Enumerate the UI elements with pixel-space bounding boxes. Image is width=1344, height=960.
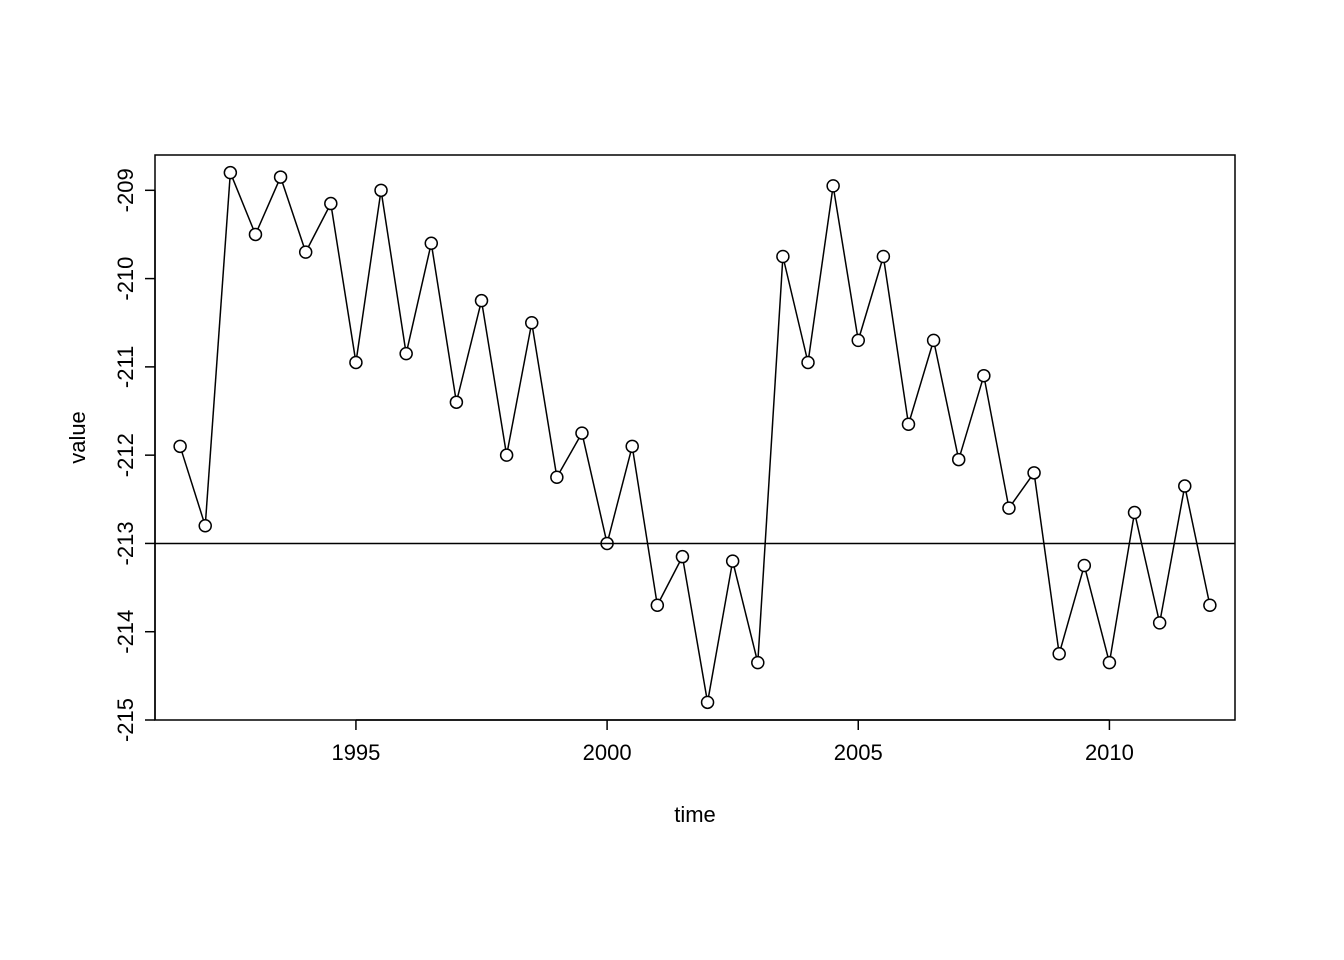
- x-tick-label: 2000: [583, 740, 632, 765]
- line-chart: 1995 2000 2005 2010 time -215 -214 -213 -212 -211…: [0, 0, 1344, 960]
- x-tick-label: 2005: [834, 740, 883, 765]
- y-tick-label: -210: [113, 257, 138, 301]
- y-tick-label: -211: [113, 346, 138, 388]
- y-tick-label: -215: [113, 698, 138, 742]
- x-tick-label: 1995: [331, 740, 380, 765]
- y-tick-label: -213: [113, 521, 138, 565]
- y-tick-label: -214: [113, 610, 138, 654]
- y-axis-label: value: [65, 411, 90, 464]
- y-tick-label: -212: [113, 433, 138, 477]
- y-tick-label: -209: [113, 168, 138, 212]
- x-axis-label: time: [674, 802, 716, 827]
- x-tick-label: 2010: [1085, 740, 1134, 765]
- chart-container: 1995 2000 2005 2010 time -215 -214 -213 -212 -211…: [0, 0, 1344, 960]
